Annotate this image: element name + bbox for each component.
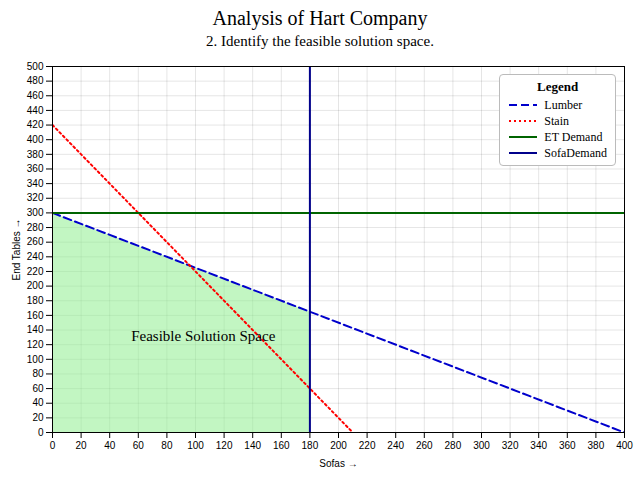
svg-text:200: 200 xyxy=(27,280,44,291)
svg-text:240: 240 xyxy=(387,440,404,451)
svg-text:360: 360 xyxy=(27,163,44,174)
svg-text:80: 80 xyxy=(32,368,44,379)
svg-text:460: 460 xyxy=(27,90,44,101)
svg-text:140: 140 xyxy=(244,440,261,451)
svg-text:440: 440 xyxy=(27,105,44,116)
svg-text:320: 320 xyxy=(27,192,44,203)
svg-text:160: 160 xyxy=(273,440,290,451)
svg-text:180: 180 xyxy=(302,440,319,451)
svg-text:380: 380 xyxy=(588,440,605,451)
svg-text:120: 120 xyxy=(27,339,44,350)
svg-text:260: 260 xyxy=(27,236,44,247)
svg-text:120: 120 xyxy=(216,440,233,451)
html-text:2. Identify the feasible solut: 2. Identify the feasible solution space. xyxy=(206,33,434,49)
svg-text:60: 60 xyxy=(133,440,145,451)
svg-text:Sofas →: Sofas → xyxy=(319,458,357,469)
html-text:Legend: Legend xyxy=(537,79,579,94)
svg-text:End Tables →: End Tables → xyxy=(11,218,22,280)
svg-text:300: 300 xyxy=(27,207,44,218)
svg-text:0: 0 xyxy=(38,427,44,438)
svg-text:180: 180 xyxy=(27,295,44,306)
svg-text:140: 140 xyxy=(27,324,44,335)
svg-text:300: 300 xyxy=(473,440,490,451)
svg-text:160: 160 xyxy=(27,310,44,321)
svg-text:0: 0 xyxy=(50,440,56,451)
svg-text:220: 220 xyxy=(27,266,44,277)
svg-text:280: 280 xyxy=(445,440,462,451)
svg-text:400: 400 xyxy=(616,440,633,451)
svg-text:340: 340 xyxy=(530,440,547,451)
svg-text:320: 320 xyxy=(502,440,519,451)
svg-text:480: 480 xyxy=(27,75,44,86)
html-text:SofaDemand: SofaDemand xyxy=(544,146,607,160)
svg-text:40: 40 xyxy=(32,397,44,408)
svg-text:360: 360 xyxy=(559,440,576,451)
svg-text:200: 200 xyxy=(330,440,347,451)
svg-text:400: 400 xyxy=(27,134,44,145)
svg-text:Feasible Solution Space: Feasible Solution Space xyxy=(131,328,275,344)
svg-text:40: 40 xyxy=(104,440,116,451)
svg-text:340: 340 xyxy=(27,178,44,189)
svg-text:240: 240 xyxy=(27,251,44,262)
svg-text:500: 500 xyxy=(27,61,44,72)
svg-text:20: 20 xyxy=(76,440,88,451)
svg-text:380: 380 xyxy=(27,149,44,160)
svg-text:260: 260 xyxy=(416,440,433,451)
svg-text:100: 100 xyxy=(27,354,44,365)
html-text:Analysis of Hart Company: Analysis of Hart Company xyxy=(212,7,428,29)
svg-text:80: 80 xyxy=(161,440,173,451)
svg-text:420: 420 xyxy=(27,119,44,130)
svg-text:60: 60 xyxy=(32,383,44,394)
svg-text:220: 220 xyxy=(359,440,376,451)
html-text:Lumber: Lumber xyxy=(544,98,583,112)
html-text:Stain: Stain xyxy=(544,114,569,128)
svg-text:20: 20 xyxy=(32,412,44,423)
svg-text:100: 100 xyxy=(187,440,204,451)
html-text:ET Demand: ET Demand xyxy=(544,130,603,144)
svg-text:280: 280 xyxy=(27,222,44,233)
